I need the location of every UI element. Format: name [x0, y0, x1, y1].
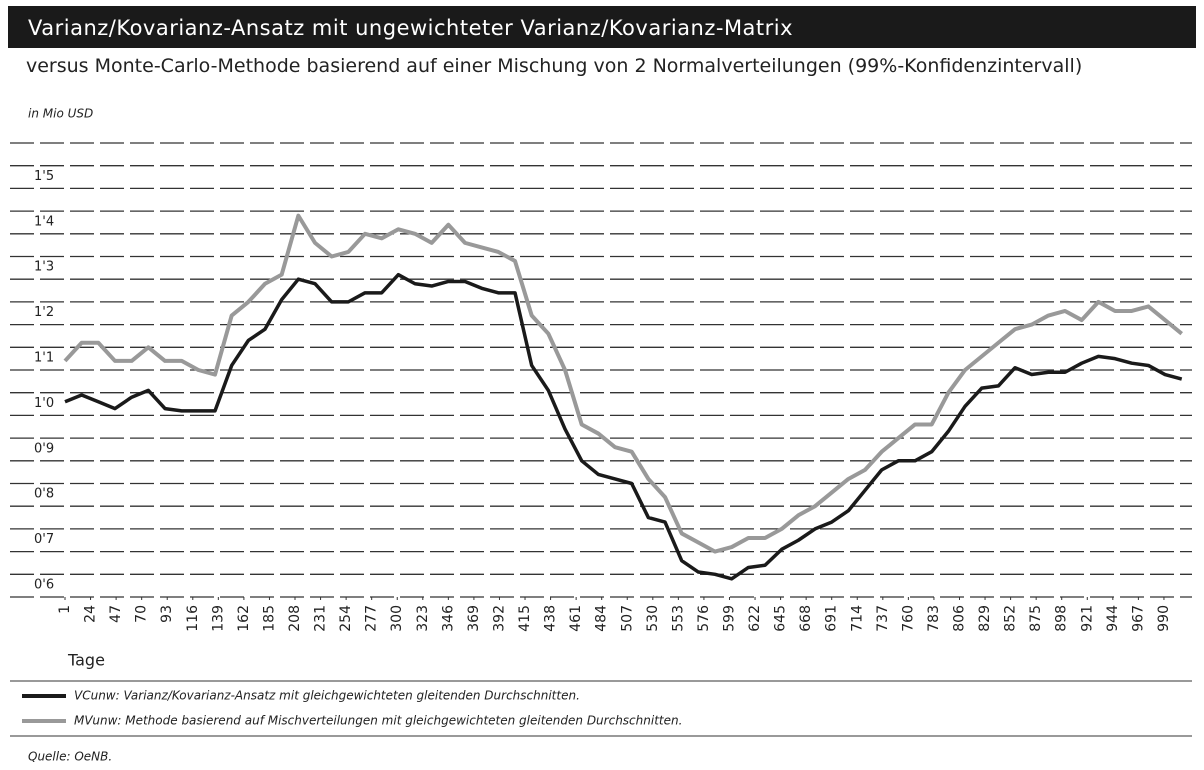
chart-subtitle: versus Monte-Carlo-Methode basierend auf… — [26, 58, 1083, 77]
x-tick-label: 93 — [159, 605, 175, 623]
y-tick-label: 1'2 — [34, 305, 54, 320]
x-tick-label: 1 — [57, 605, 73, 614]
legend-label: VCunw: Varianz/Kovarianz-Ansatz mit glei… — [74, 689, 580, 703]
x-tick-label: 645 — [773, 605, 789, 632]
y-tick-label: 1'0 — [34, 396, 54, 411]
x-tick-label: 461 — [568, 605, 584, 632]
x-tick-label: 346 — [440, 605, 456, 632]
legend-label: MVunw: Methode basierend auf Mischvertei… — [74, 714, 682, 728]
x-tick-label: 852 — [1003, 605, 1019, 632]
x-tick-label: 24 — [83, 605, 99, 623]
y-tick-label: 0'9 — [34, 441, 54, 456]
x-tick-label: 530 — [645, 605, 661, 632]
x-tick-label: 806 — [951, 605, 967, 632]
x-tick-label: 691 — [824, 605, 840, 632]
x-tick-label: 507 — [619, 605, 635, 632]
x-axis-label: Tage — [67, 651, 105, 670]
x-tick-label: 300 — [389, 605, 405, 632]
x-tick-label: 783 — [926, 605, 942, 632]
x-tick-label: 139 — [210, 605, 226, 632]
x-tick-label: 392 — [491, 605, 507, 632]
x-tick-label: 277 — [364, 605, 380, 632]
x-tick-label: 231 — [313, 605, 329, 632]
y-tick-label: 0'6 — [34, 578, 54, 593]
x-tick-label: 208 — [287, 605, 303, 632]
x-tick-label: 921 — [1079, 605, 1095, 632]
source: Quelle: OeNB. — [28, 750, 112, 764]
x-tick-label: 829 — [977, 605, 993, 632]
x-tick-label: 875 — [1028, 605, 1044, 632]
x-tick-label: 898 — [1054, 605, 1070, 632]
x-tick-label: 668 — [798, 605, 814, 632]
x-tick-label: 185 — [261, 605, 277, 632]
x-tick-label: 47 — [108, 605, 124, 623]
data-line — [64, 272, 1183, 581]
x-tick-label: 576 — [696, 605, 712, 632]
x-tick-label: 323 — [415, 605, 431, 632]
x-tick-label: 484 — [594, 605, 610, 632]
x-tick-label: 944 — [1105, 605, 1121, 632]
x-tick-label: 70 — [134, 605, 150, 623]
x-tick-label: 599 — [721, 605, 737, 632]
y-tick-label: 1'4 — [34, 214, 54, 229]
x-tick-label: 760 — [900, 605, 916, 632]
y-tick-label: 1'3 — [34, 260, 54, 275]
chart-title: Varianz/Kovarianz-Ansatz mit ungewichtet… — [28, 16, 793, 40]
x-tick-label: 254 — [338, 605, 354, 632]
title-bar — [8, 6, 1196, 48]
subtitle-box: versus Monte-Carlo-Methode basierend auf… — [26, 58, 1083, 77]
x-tick-label: 369 — [466, 605, 482, 632]
y-tick-label: 1'1 — [34, 351, 54, 366]
x-tick-label: 737 — [875, 605, 891, 632]
x-tick-label: 438 — [543, 605, 559, 632]
x-tick-label: 714 — [849, 605, 865, 632]
x-tick-label: 116 — [185, 605, 201, 632]
y-tick-label: 0'8 — [34, 487, 54, 502]
x-tick-label: 967 — [1130, 605, 1146, 632]
unit-label: in Mio USD — [28, 107, 93, 121]
y-tick-label: 1'5 — [34, 169, 54, 184]
x-tick-label: 990 — [1156, 605, 1172, 632]
data-line — [63, 213, 1183, 554]
x-tick-label: 162 — [236, 605, 252, 632]
x-tick-label: 622 — [747, 605, 763, 632]
y-tick-label: 0'7 — [34, 532, 54, 547]
x-tick-label: 553 — [670, 605, 686, 632]
x-tick-label: 415 — [517, 605, 533, 632]
